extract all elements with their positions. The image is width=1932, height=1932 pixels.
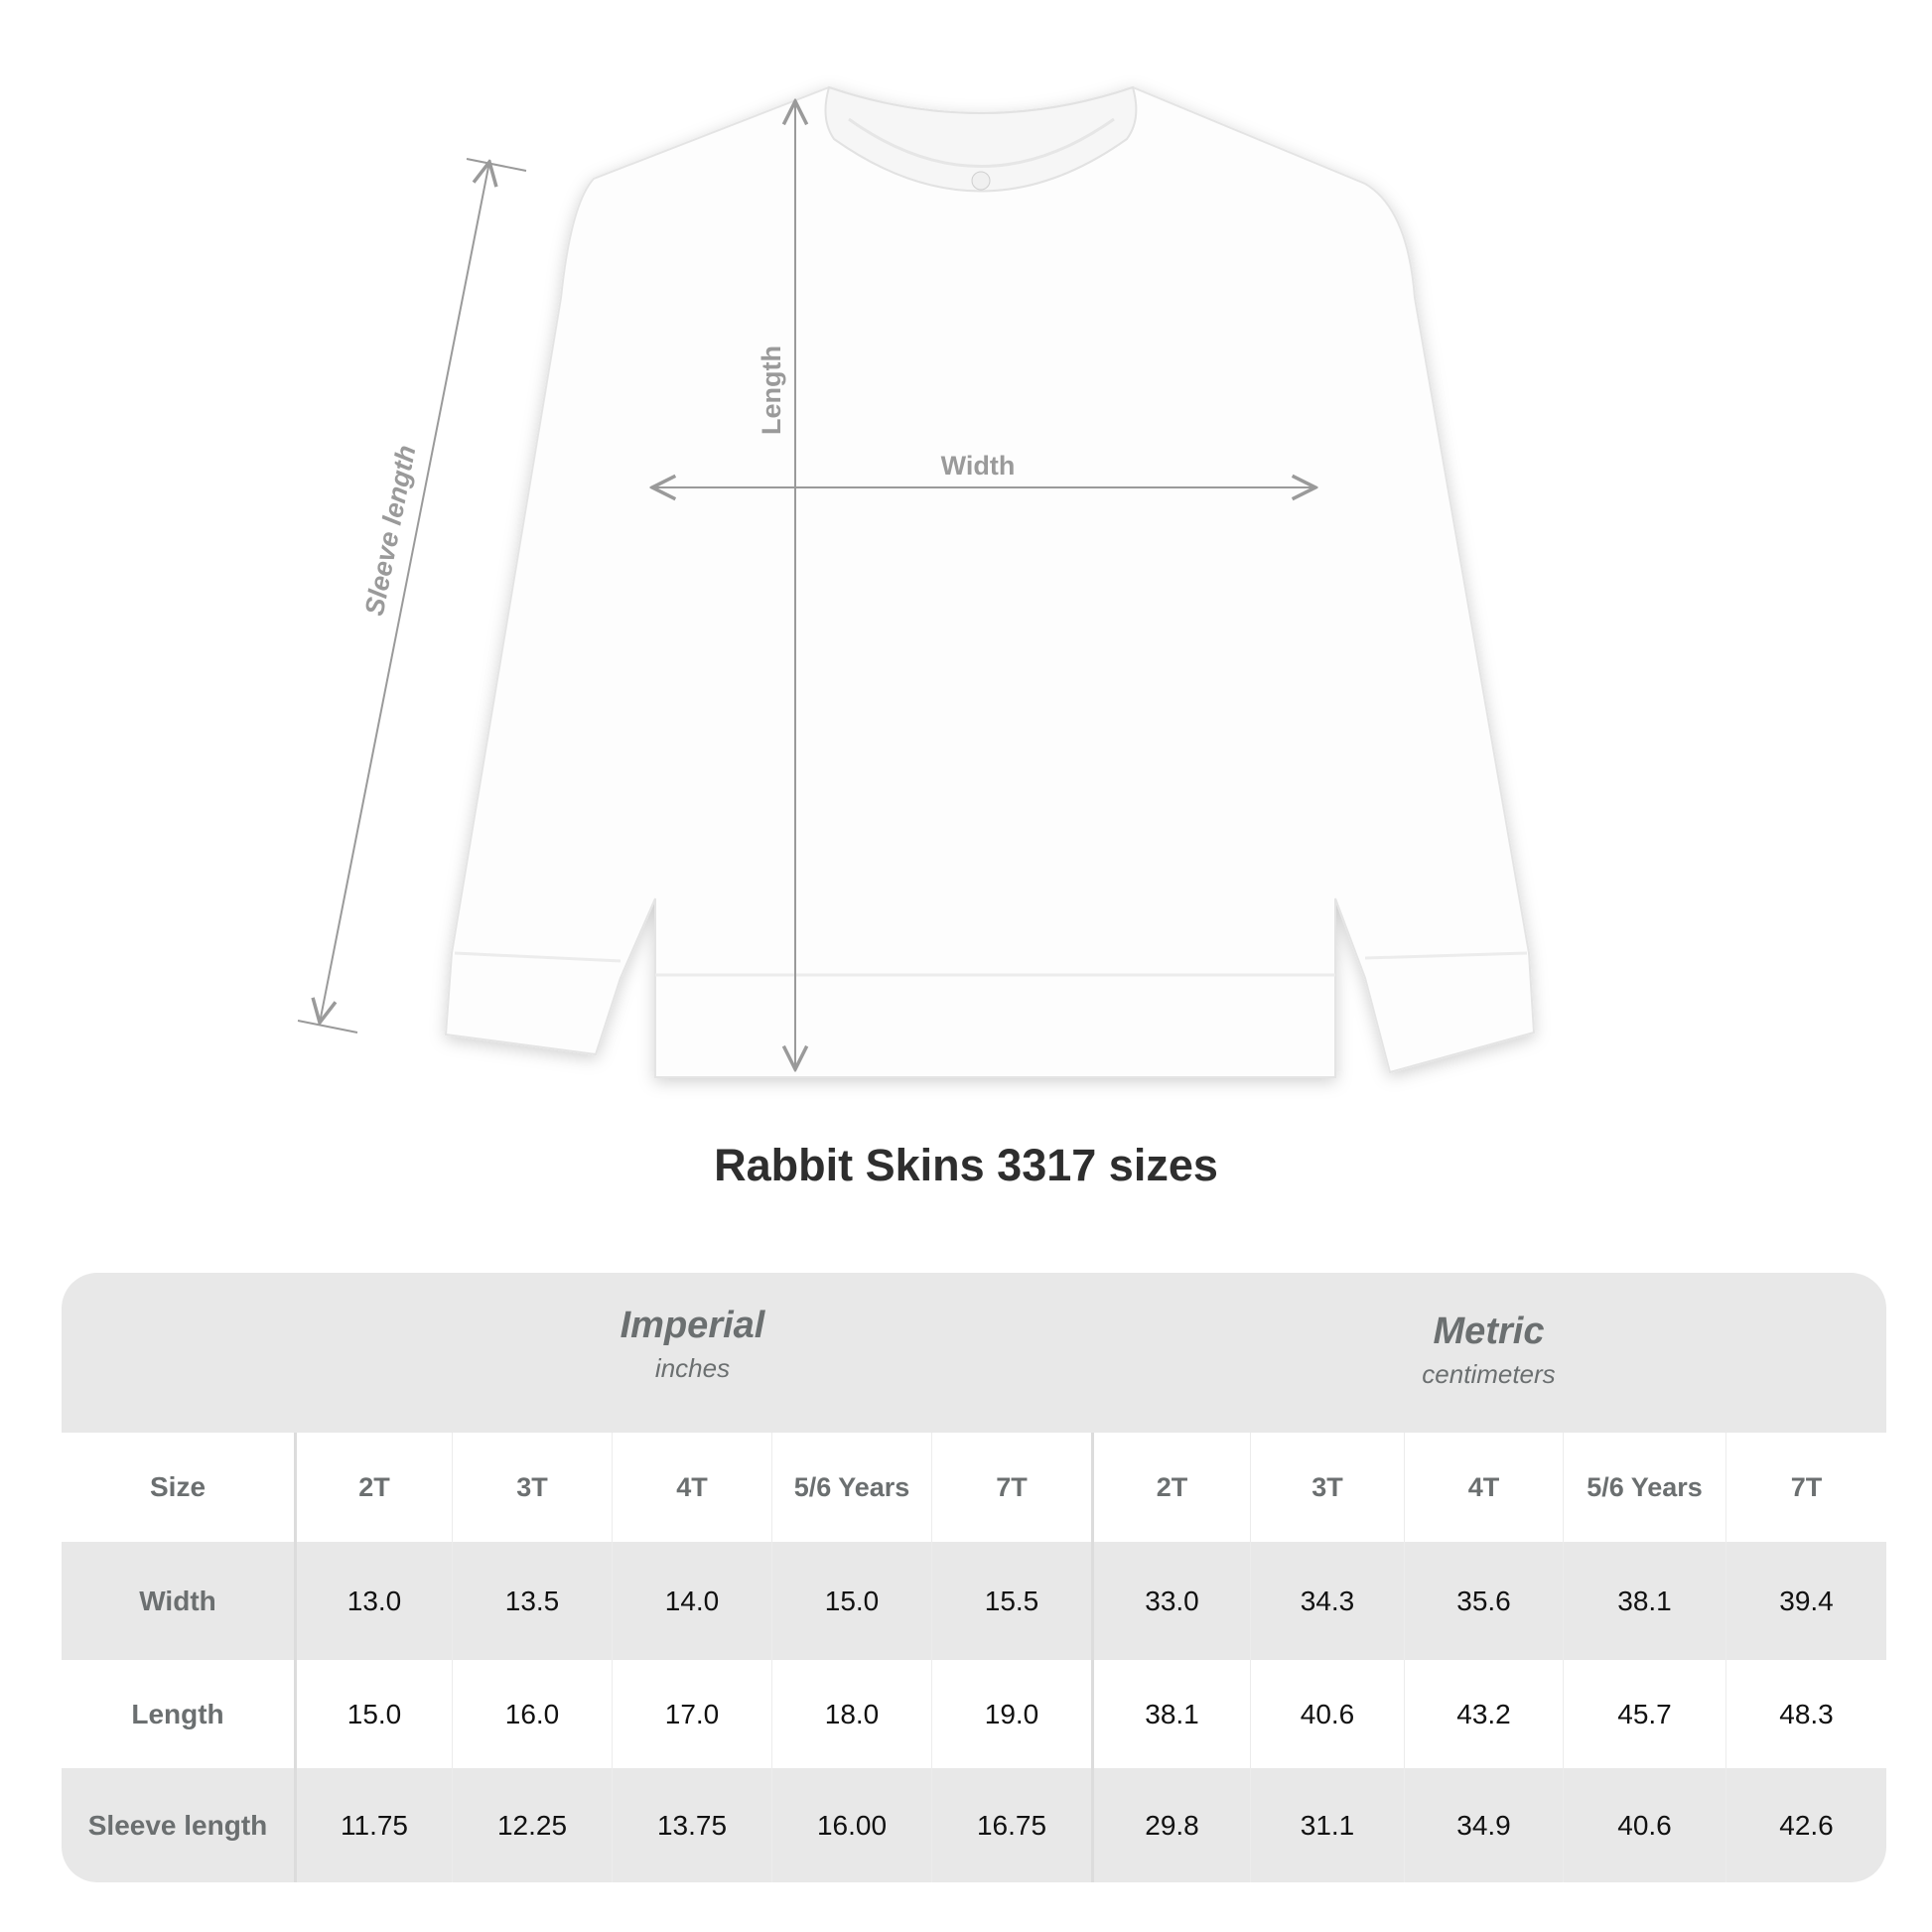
value-cell: 15.5 — [931, 1542, 1091, 1660]
size-header: 2T — [294, 1433, 452, 1542]
value-cell: 33.0 — [1091, 1542, 1250, 1660]
size-label: Size — [149, 1471, 207, 1502]
row-label: Sleeve length — [87, 1809, 268, 1841]
metric-group: Metric centimeters — [1091, 1311, 1886, 1390]
value-cell: 18.0 — [771, 1660, 931, 1768]
value-cell: 12.25 — [452, 1768, 612, 1882]
size-header: 3T — [1250, 1433, 1404, 1542]
value-cell: 16.00 — [771, 1768, 931, 1882]
table-row: Width 13.0 13.5 14.0 15.0 15.5 33.0 34.3 35.6 38.… — [62, 1542, 1886, 1660]
sweatshirt-image — [444, 85, 1536, 1078]
value-cell: 16.75 — [931, 1768, 1091, 1882]
table-row: Length 15.0 16.0 17.0 18.0 19.0 38.1 40.6 43.2 45… — [62, 1660, 1886, 1768]
imperial-group: Imperial inches — [294, 1305, 1091, 1384]
size-header-row: Size 2T 3T 4T 5/6 Years 7T 2T 3T 4T 5/6 Years 7T — [62, 1433, 1886, 1542]
value-cell: 48.3 — [1725, 1660, 1886, 1768]
size-header: 7T — [931, 1433, 1091, 1542]
value-cell: 40.6 — [1563, 1768, 1725, 1882]
table-header-band — [62, 1273, 1886, 1433]
value-cell: 40.6 — [1250, 1660, 1404, 1768]
size-header: 4T — [612, 1433, 771, 1542]
size-header: 2T — [1091, 1433, 1250, 1542]
metric-title: Metric — [1433, 1311, 1545, 1352]
value-cell: 15.0 — [294, 1660, 452, 1768]
row-label: Width — [139, 1585, 216, 1616]
value-cell: 38.1 — [1563, 1542, 1725, 1660]
length-label: Length — [757, 345, 786, 435]
metric-unit: centimeters — [1422, 1359, 1556, 1389]
value-cell: 42.6 — [1725, 1768, 1886, 1882]
value-cell: 14.0 — [612, 1542, 771, 1660]
value-cell: 13.0 — [294, 1542, 452, 1660]
value-cell: 38.1 — [1091, 1660, 1250, 1768]
value-cell: 35.6 — [1404, 1542, 1563, 1660]
sleeve-length-arrow — [320, 162, 489, 1023]
value-cell: 43.2 — [1404, 1660, 1563, 1768]
width-label: Width — [941, 451, 1016, 481]
row-label: Length — [131, 1698, 224, 1729]
value-cell: 29.8 — [1091, 1768, 1250, 1882]
imperial-unit: inches — [654, 1353, 731, 1383]
value-cell: 39.4 — [1725, 1542, 1886, 1660]
sleeve-length-label: Sleeve length — [359, 443, 422, 619]
value-cell: 34.9 — [1404, 1768, 1563, 1882]
size-table: Imperial inches Metric centimeters Size 2… — [62, 1273, 1886, 1882]
value-cell: 19.0 — [931, 1660, 1091, 1768]
size-header: 4T — [1404, 1433, 1563, 1542]
value-cell: 15.0 — [771, 1542, 931, 1660]
value-cell: 34.3 — [1250, 1542, 1404, 1660]
value-cell: 17.0 — [612, 1660, 771, 1768]
size-header: 5/6 Years — [771, 1433, 931, 1542]
size-header: 7T — [1725, 1433, 1886, 1542]
value-cell: 13.5 — [452, 1542, 612, 1660]
value-cell: 11.75 — [294, 1768, 452, 1882]
value-cell: 45.7 — [1563, 1660, 1725, 1768]
collar — [824, 85, 1138, 193]
imperial-title: Imperial — [620, 1305, 765, 1346]
size-header: 5/6 Years — [1563, 1433, 1725, 1542]
page-title: Rabbit Skins 3317 sizes — [714, 1140, 1218, 1190]
value-cell: 13.75 — [612, 1768, 771, 1882]
value-cell: 16.0 — [452, 1660, 612, 1768]
value-cell: 31.1 — [1250, 1768, 1404, 1882]
size-header: 3T — [452, 1433, 612, 1542]
table-row: Sleeve length 11.75 12.25 13.75 16.00 16.75 29… — [62, 1768, 1886, 1882]
label-tag-icon — [971, 171, 991, 191]
